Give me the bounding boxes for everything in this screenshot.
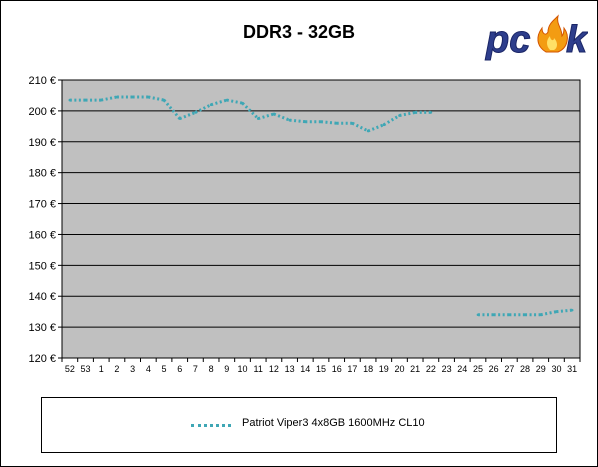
x-tick-label: 23 [442, 364, 452, 374]
x-tick-label: 5 [162, 364, 167, 374]
x-tick-label: 18 [363, 364, 373, 374]
x-tick-label: 3 [130, 364, 135, 374]
x-tick-label: 30 [551, 364, 561, 374]
x-tick-label: 20 [394, 364, 404, 374]
x-tick-label: 25 [473, 364, 483, 374]
series-points [68, 95, 574, 317]
x-tick-label: 4 [146, 364, 151, 374]
y-tick-label: 180 € [28, 168, 56, 180]
legend: Patriot Viper3 4x8GB 1600MHz CL10 [41, 397, 557, 453]
x-tick-label: 53 [81, 364, 91, 374]
svg-text:k: k [566, 19, 588, 61]
x-tick-label: 19 [379, 364, 389, 374]
x-tick-label: 10 [238, 364, 248, 374]
y-tick-label: 140 € [28, 291, 56, 303]
y-tick-label: 210 € [28, 75, 56, 87]
x-tick-label: 21 [410, 364, 420, 374]
x-tick-label: 14 [300, 364, 310, 374]
x-tick-label: 2 [114, 364, 119, 374]
y-tick-label: 120 € [28, 353, 56, 365]
x-tick-label: 8 [209, 364, 214, 374]
chart-title: DDR3 - 32GB [242, 22, 356, 42]
data-point [429, 111, 433, 114]
series-line-segment [273, 112, 291, 122]
y-tick-label: 150 € [28, 260, 56, 272]
series-line-segment [351, 121, 369, 133]
x-tick-label: 11 [254, 364, 263, 374]
x-tick-label: 26 [489, 364, 499, 374]
x-axis-ticks: 52 53 1 2 3 4 5 6 7 8 9 10 11 12 13 14 15 16 17 18 19 20 21 22 2… [61, 358, 581, 374]
x-tick-label: 13 [285, 364, 295, 374]
x-tick-label: 16 [332, 364, 342, 374]
y-tick-label: 160 € [28, 229, 56, 241]
series-line-segment [257, 112, 275, 121]
y-tick-label: 130 € [28, 322, 56, 334]
series-line-segment [179, 111, 196, 121]
x-tick-label: 28 [520, 364, 530, 374]
x-tick-label: 15 [316, 364, 326, 374]
x-tick-label: 1 [99, 364, 104, 374]
legend-swatch [191, 424, 231, 427]
data-point [570, 308, 574, 312]
flame-icon [537, 14, 568, 53]
pcsk-logo: pc k [485, 14, 588, 62]
y-axis-ticks: 120 € 130 € 140 € 150 € 160 € 170 € 180 € 190 €… [28, 75, 62, 365]
series-line-segment [194, 103, 212, 114]
y-tick-label: 190 € [28, 137, 56, 149]
x-tick-label: 29 [536, 364, 546, 374]
gridlines [62, 79, 580, 359]
legend-label: Patriot Viper3 4x8GB 1600MHz CL10 [242, 417, 425, 429]
y-tick-label: 170 € [28, 199, 56, 211]
x-tick-label: 17 [347, 364, 357, 374]
x-tick-label: 31 [567, 364, 577, 374]
series-line-segment [241, 102, 260, 120]
series-line-segment [210, 98, 228, 107]
y-tick-label: 200 € [28, 106, 56, 118]
x-tick-label: 9 [224, 364, 229, 374]
x-tick-label: 27 [504, 364, 514, 374]
x-tick-label: 12 [269, 364, 279, 374]
x-tick-label: 6 [177, 364, 182, 374]
x-tick-label: 7 [193, 364, 198, 374]
series-line-segment [383, 114, 401, 127]
x-tick-label: 24 [457, 364, 467, 374]
svg-text:pc: pc [485, 19, 530, 61]
x-tick-label: 52 [65, 364, 75, 374]
x-tick-label: 22 [426, 364, 436, 374]
series-line-segment [367, 123, 385, 133]
